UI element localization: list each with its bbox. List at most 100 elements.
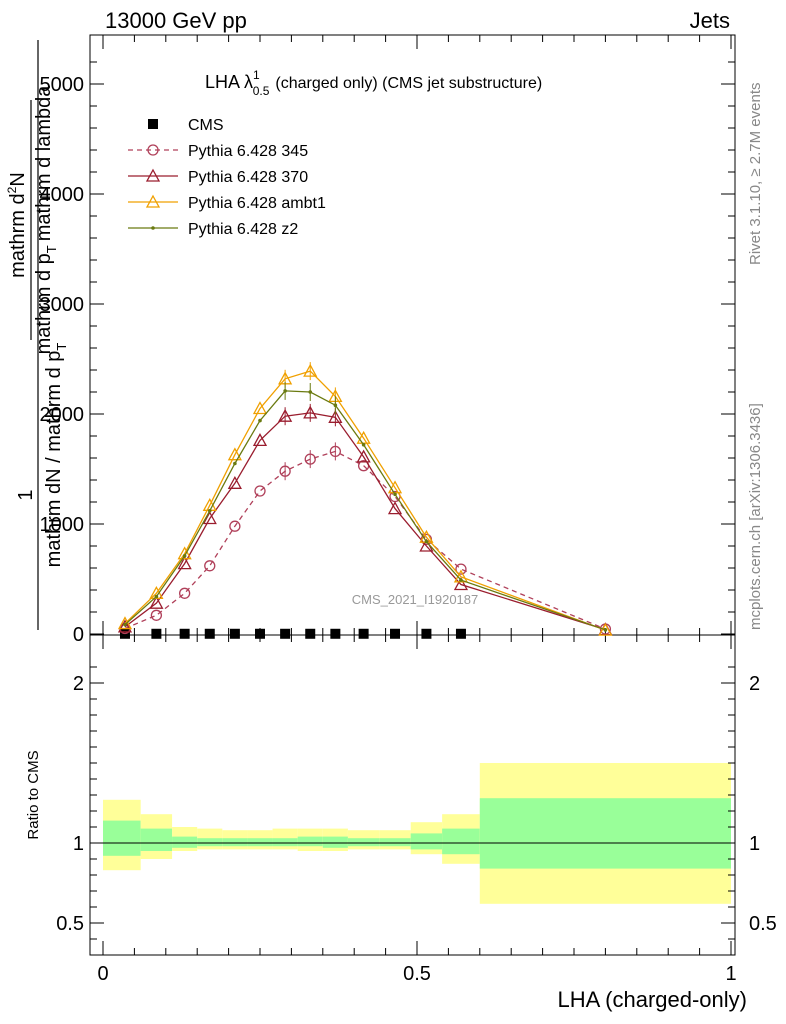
ratio-y-tick-label-right: 1 xyxy=(749,833,760,855)
series-point-0 xyxy=(204,628,215,639)
x-tick-label: 0 xyxy=(97,963,108,985)
series-point-2 xyxy=(202,511,217,525)
legend-marker-3 xyxy=(145,194,161,208)
series-point-1 xyxy=(229,520,241,532)
y-label-denominator: mathrm dN / mathrm d pT xyxy=(43,343,69,568)
ratio-ticks: 0.5 0.5 1 1 2 2 xyxy=(56,666,777,940)
series-point-0 xyxy=(179,628,190,639)
main-y-tick-label: 1000 xyxy=(40,514,85,536)
series-point-4 xyxy=(361,443,366,447)
series-point-0 xyxy=(455,628,466,639)
main-y-tick-label: 3000 xyxy=(40,294,85,316)
series-point-0 xyxy=(390,628,401,639)
series-point-0 xyxy=(229,628,240,639)
series-point-3 xyxy=(252,401,268,415)
ratio-y-tick-label-right: 0.5 xyxy=(749,913,777,935)
series-point-2 xyxy=(177,556,192,570)
main-y-tick-label: 0 xyxy=(73,624,84,646)
ratio-inner-band-8 xyxy=(322,836,348,848)
ratio-y-tick-label-left: 1 xyxy=(73,833,84,855)
series-3 xyxy=(117,362,613,636)
series-point-1 xyxy=(329,445,342,458)
header-right-label: Jets xyxy=(689,8,730,33)
y-label-numerator: 1 xyxy=(15,489,37,500)
series-point-1 xyxy=(304,453,316,465)
legend-label-0: CMS xyxy=(188,117,224,134)
series-point-4 xyxy=(154,594,159,599)
ratio-inner-band-7 xyxy=(297,836,323,847)
series-point-4 xyxy=(233,461,237,466)
plot-title-main: LHA λ xyxy=(205,72,253,92)
series-point-4 xyxy=(424,539,429,544)
series-point-4 xyxy=(393,492,397,497)
series-point-4 xyxy=(182,554,187,558)
series-point-4 xyxy=(333,403,338,408)
series-point-1 xyxy=(178,587,191,599)
x-tick-label: 0.5 xyxy=(403,963,431,985)
series-point-0 xyxy=(330,628,341,639)
main-y-tick-label: 5000 xyxy=(40,74,85,96)
series-4 xyxy=(123,381,608,632)
series-point-3 xyxy=(117,616,133,630)
legend-label-1: Pythia 6.428 345 xyxy=(188,143,308,160)
legend-marker-2 xyxy=(145,168,161,182)
ratio-bands xyxy=(103,763,731,904)
ratio-inner-band-13 xyxy=(479,798,731,869)
header-left-label: 13000 GeV pp xyxy=(105,8,247,33)
legend: CMS Pythia 6.428 345 Pythia 6.428 370 Pythi… xyxy=(128,117,326,238)
analysis-watermark: CMS_2021_I1920187 xyxy=(352,592,479,607)
ratio-inner-band-11 xyxy=(410,833,443,850)
series-point-4 xyxy=(308,390,313,394)
legend-marker-4 xyxy=(151,226,155,230)
series-point-2 xyxy=(453,577,469,591)
ratio-y-tick-label-right: 2 xyxy=(749,673,760,695)
x-ticks: 0 0.5 1 xyxy=(97,35,737,985)
ratio-inner-band-9 xyxy=(347,838,380,847)
legend-label-4: Pythia 6.428 z2 xyxy=(188,221,298,238)
series-point-4 xyxy=(283,389,287,393)
series-point-2 xyxy=(356,449,371,463)
series-point-0 xyxy=(358,628,369,639)
series-line-1 xyxy=(124,450,606,630)
main-y-tick-label: 2000 xyxy=(40,404,85,426)
series-point-0 xyxy=(305,628,316,639)
legend-label-2: Pythia 6.428 370 xyxy=(188,169,308,186)
y-label-inner-numerator: mathrm d2N xyxy=(5,172,29,278)
series-point-4 xyxy=(207,509,212,513)
main-y-axis-label-inner: mathrm d2N mathrm d pTmathrm d lambda xyxy=(5,85,59,355)
series-point-0 xyxy=(280,628,291,639)
legend-marker-1 xyxy=(147,144,159,156)
ratio-inner-band-3 xyxy=(197,838,223,847)
ratio-inner-band-6 xyxy=(272,838,298,847)
ratio-inner-band-5 xyxy=(247,838,273,847)
series-point-2 xyxy=(303,405,318,419)
ratio-inner-band-10 xyxy=(379,838,411,847)
series-point-1 xyxy=(204,560,216,572)
series-point-2 xyxy=(278,408,293,422)
series-point-4 xyxy=(123,622,127,627)
legend-label-3: Pythia 6.428 ambt1 xyxy=(188,195,326,212)
plot-title: LHA λ1 0.5 (charged only) (CMS jet substru… xyxy=(205,68,542,98)
x-axis-label: LHA (charged-only) xyxy=(557,987,747,1012)
series-line-3 xyxy=(124,370,606,631)
rivet-version-label: Rivet 3.1.10, ≥ 2.7M events xyxy=(747,83,764,266)
plot-title-rest: (charged only) (CMS jet substructure) xyxy=(275,75,542,92)
series-point-3 xyxy=(303,363,318,377)
series-point-3 xyxy=(177,546,192,560)
series-point-2 xyxy=(252,433,268,447)
series-layer xyxy=(117,362,613,639)
main-y-axis-label: 1 mathrm dN / mathrm d pT xyxy=(15,40,69,630)
legend-marker-0 xyxy=(148,119,158,129)
series-point-4 xyxy=(459,578,463,582)
main-panel-frame xyxy=(89,34,736,636)
series-point-0 xyxy=(255,628,265,639)
series-point-1 xyxy=(254,485,266,497)
series-point-2 xyxy=(227,475,242,489)
series-point-1 xyxy=(455,563,467,575)
series-point-1 xyxy=(150,609,163,621)
series-point-4 xyxy=(258,418,262,423)
main-y-tick-label: 4000 xyxy=(40,184,85,206)
ratio-inner-band-4 xyxy=(222,838,248,847)
series-point-0 xyxy=(421,628,432,639)
